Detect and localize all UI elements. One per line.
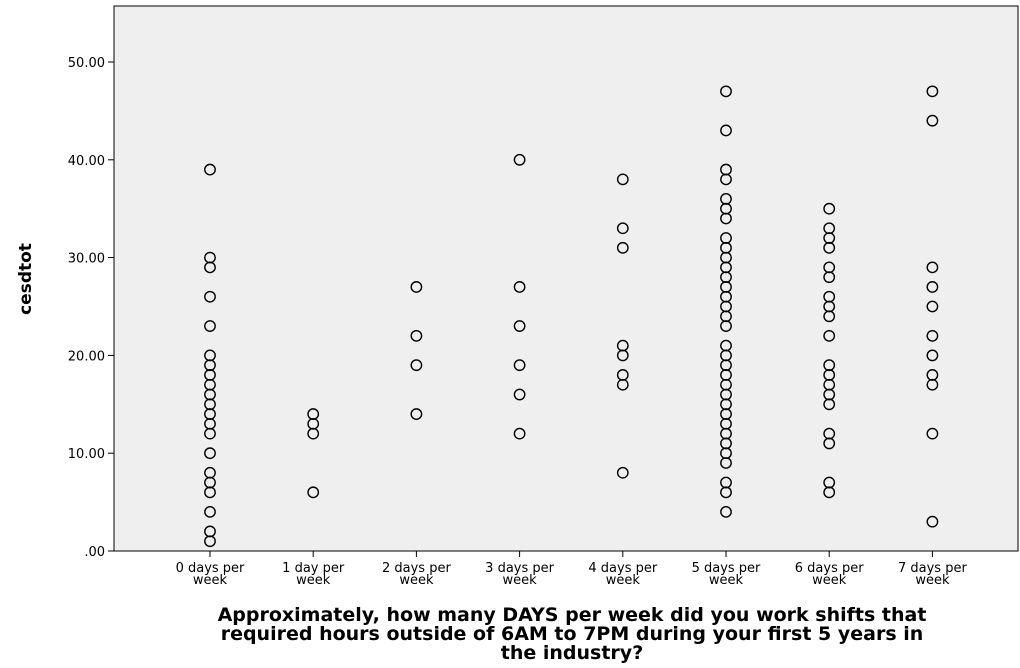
- data-point: [616, 222, 629, 235]
- x-tick-label: 0 days per week: [176, 561, 245, 588]
- data-point: [307, 427, 320, 440]
- data-point: [204, 427, 216, 440]
- x-tick-label: 4 days per week: [588, 561, 657, 588]
- data-point: [926, 427, 939, 440]
- data-points: [204, 85, 939, 548]
- data-point: [720, 457, 732, 469]
- data-point: [410, 329, 423, 342]
- data-point: [616, 378, 629, 391]
- x-axis: 0 days per week 1 day per week 2 days per wee…: [176, 551, 967, 588]
- data-point: [823, 202, 836, 215]
- data-point: [513, 320, 526, 332]
- data-point: [926, 515, 939, 528]
- data-point: [204, 447, 216, 460]
- data-point: [513, 427, 526, 440]
- x-tick-label: 3 days per week: [485, 561, 554, 588]
- data-point: [823, 398, 836, 411]
- x-tick-label: 1 day per week: [282, 561, 345, 588]
- data-point: [307, 486, 320, 499]
- data-point: [513, 153, 526, 166]
- data-point: [720, 320, 732, 332]
- data-point: [720, 173, 732, 186]
- x-axis-title-text: Approximately, how many DAYS per week di…: [218, 604, 927, 664]
- data-point: [926, 114, 939, 127]
- y-tick-label: 30.00: [68, 252, 105, 267]
- data-point: [823, 310, 836, 323]
- data-point: [720, 85, 732, 98]
- data-point: [204, 486, 216, 499]
- data-point: [720, 212, 732, 225]
- data-point: [204, 535, 216, 548]
- y-axis-title: cesdtot: [16, 243, 36, 315]
- x-axis-title: Approximately, how many DAYS per week di…: [218, 604, 927, 664]
- data-point: [616, 173, 629, 186]
- data-point: [410, 281, 423, 293]
- y-axis: .00 10.00 20.00 30.00 40.00 50.00: [68, 56, 114, 560]
- y-tick-label: 50.00: [68, 56, 105, 71]
- data-point: [823, 437, 836, 450]
- data-point: [204, 163, 216, 176]
- data-point: [204, 290, 216, 303]
- data-point: [823, 486, 836, 499]
- data-point: [204, 261, 216, 274]
- data-point: [926, 281, 939, 293]
- data-point: [926, 85, 939, 98]
- y-tick-label: .00: [84, 545, 105, 560]
- data-point: [823, 271, 836, 284]
- plot-area: [113, 5, 1019, 552]
- data-point: [204, 320, 216, 332]
- x-tick-label: 5 days per week: [692, 561, 761, 588]
- y-tick-label: 20.00: [68, 349, 105, 364]
- data-point: [823, 241, 836, 254]
- data-point: [513, 388, 526, 401]
- data-point: [616, 466, 629, 479]
- data-point: [513, 281, 526, 293]
- data-point: [616, 349, 629, 362]
- data-point: [720, 486, 732, 499]
- y-tick-label: 40.00: [68, 154, 105, 169]
- x-tick-label: 7 days per week: [898, 561, 967, 588]
- data-point: [616, 241, 629, 254]
- data-point: [204, 505, 216, 518]
- data-point: [720, 505, 732, 518]
- x-tick-label: 2 days per week: [382, 561, 451, 588]
- data-point: [926, 261, 939, 274]
- data-point: [410, 408, 423, 420]
- x-tick-label: 6 days per week: [795, 561, 864, 588]
- data-point: [926, 378, 939, 391]
- data-point: [720, 124, 732, 137]
- data-point: [410, 359, 423, 372]
- data-point: [926, 329, 939, 342]
- y-tick-label: 10.00: [68, 447, 105, 462]
- data-point: [926, 349, 939, 362]
- data-point: [513, 359, 526, 372]
- data-point: [926, 300, 939, 313]
- data-point: [823, 329, 836, 342]
